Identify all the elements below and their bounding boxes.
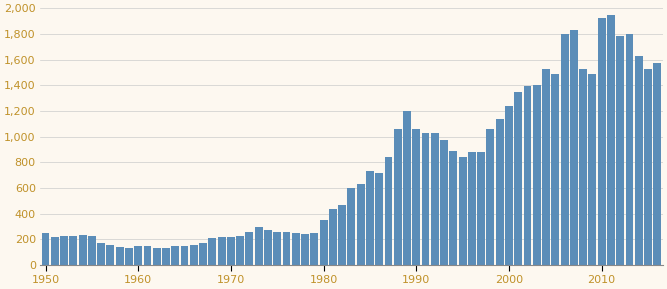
Bar	[496, 119, 504, 265]
Bar	[60, 236, 68, 265]
Bar	[588, 74, 596, 265]
Bar	[459, 157, 466, 265]
Bar	[310, 233, 318, 265]
Bar	[607, 14, 615, 265]
Bar	[598, 18, 606, 265]
Bar	[376, 173, 383, 265]
Bar	[450, 151, 458, 265]
Bar	[41, 233, 49, 265]
Bar	[570, 30, 578, 265]
Bar	[245, 232, 253, 265]
Bar	[227, 237, 235, 265]
Bar	[116, 247, 123, 265]
Bar	[644, 68, 652, 265]
Bar	[143, 246, 151, 265]
Bar	[217, 238, 225, 265]
Bar	[422, 133, 430, 265]
Bar	[181, 246, 189, 265]
Bar	[654, 63, 661, 265]
Bar	[338, 205, 346, 265]
Bar	[440, 140, 448, 265]
Bar	[348, 188, 356, 265]
Bar	[79, 235, 87, 265]
Bar	[208, 238, 216, 265]
Bar	[255, 227, 263, 265]
Bar	[190, 244, 197, 265]
Bar	[301, 234, 309, 265]
Bar	[366, 171, 374, 265]
Bar	[171, 247, 179, 265]
Bar	[505, 106, 513, 265]
Bar	[552, 74, 559, 265]
Bar	[319, 220, 327, 265]
Bar	[283, 232, 290, 265]
Bar	[162, 249, 170, 265]
Bar	[69, 236, 77, 265]
Bar	[273, 232, 281, 265]
Bar	[292, 233, 299, 265]
Bar	[412, 129, 420, 265]
Bar	[561, 34, 568, 265]
Bar	[403, 111, 411, 265]
Bar	[107, 245, 114, 265]
Bar	[542, 68, 550, 265]
Bar	[125, 248, 133, 265]
Bar	[514, 92, 522, 265]
Bar	[635, 56, 643, 265]
Bar	[431, 133, 439, 265]
Bar	[579, 68, 587, 265]
Bar	[153, 249, 161, 265]
Bar	[264, 230, 272, 265]
Bar	[385, 157, 392, 265]
Bar	[533, 85, 541, 265]
Bar	[394, 129, 402, 265]
Bar	[477, 152, 485, 265]
Bar	[524, 86, 532, 265]
Bar	[329, 209, 337, 265]
Bar	[236, 236, 244, 265]
Bar	[199, 243, 207, 265]
Bar	[357, 184, 365, 265]
Bar	[468, 152, 476, 265]
Bar	[616, 36, 624, 265]
Bar	[51, 237, 59, 265]
Bar	[97, 243, 105, 265]
Bar	[88, 236, 96, 265]
Bar	[626, 34, 634, 265]
Bar	[134, 246, 142, 265]
Bar	[486, 129, 494, 265]
